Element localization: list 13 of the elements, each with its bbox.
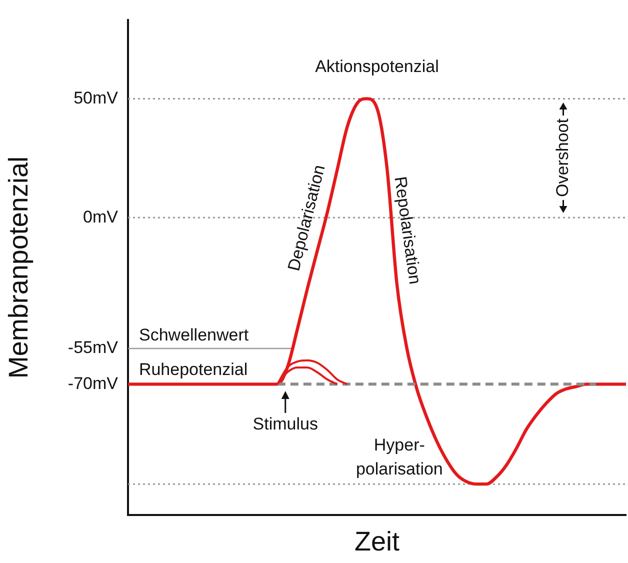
text: Aktionspotenzial <box>315 56 439 76</box>
annotation: Repolarisation <box>390 175 425 286</box>
annotation: Ruhepotenzial <box>138 360 248 379</box>
y-tick-label: 50mV <box>74 88 119 108</box>
y-tick-label: 0mV <box>83 207 119 226</box>
annotation: Hyper-polarisation <box>356 435 443 478</box>
y-tick-label: -70mV <box>68 374 119 393</box>
y-axis-title: Membranpotenzial <box>4 156 34 379</box>
x-axis-title: Zeit <box>354 526 400 556</box>
annotation: Stimulus <box>252 414 318 434</box>
y-tick-label: -55mV <box>68 338 119 358</box>
ref-line-label: Schwellenwert <box>139 326 249 345</box>
annotation: Overshoot <box>552 118 572 197</box>
